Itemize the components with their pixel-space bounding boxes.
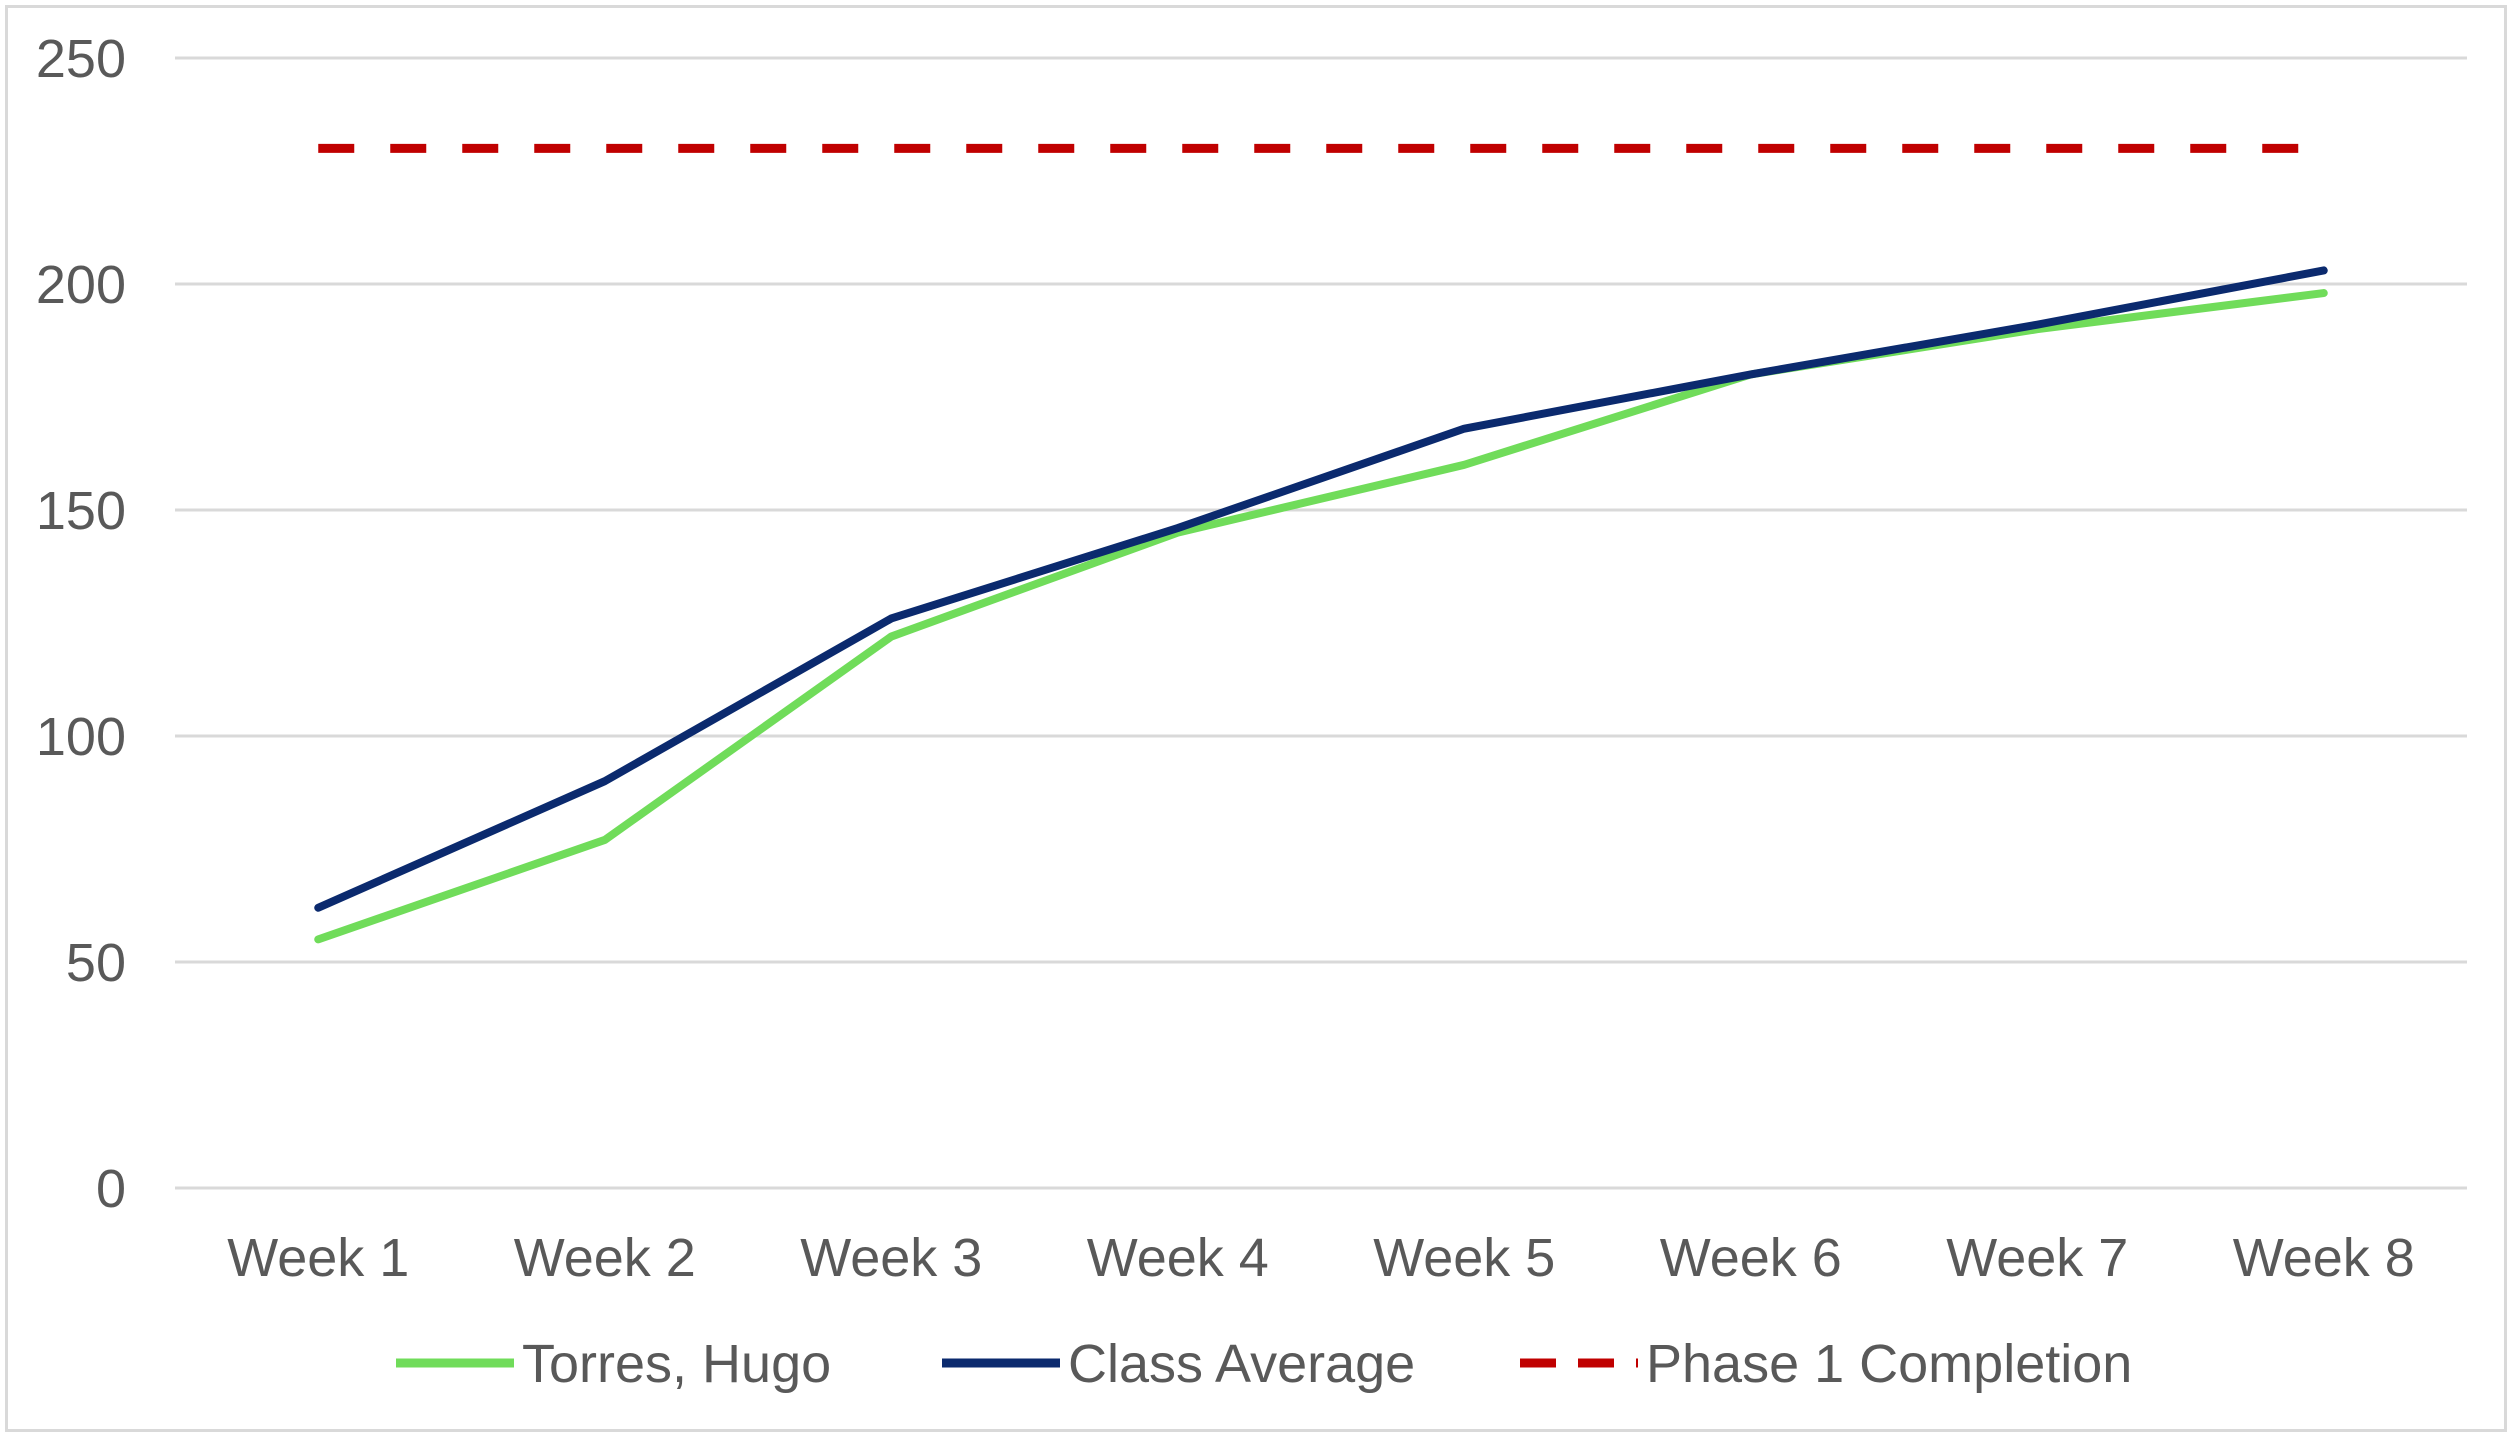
- y-tick-label: 100: [36, 707, 126, 767]
- y-tick-label: 150: [36, 481, 126, 541]
- y-tick-label: 200: [36, 255, 126, 315]
- y-tick-label: 250: [36, 29, 126, 89]
- gridlines: [175, 56, 2467, 1190]
- legend-label: Phase 1 Completion: [1646, 1334, 2132, 1394]
- y-tick-label: 0: [96, 1159, 126, 1219]
- x-tick-label: Week 5: [1373, 1228, 1555, 1288]
- legend-label: Class Average: [1068, 1334, 1415, 1394]
- series-line-class-average: [314, 266, 2328, 912]
- series-line-torres-hugo: [314, 289, 2328, 944]
- x-axis-ticks: Week 1 Week 2 Week 3 Week 4 Week 5 Week 6 Week…: [227, 1228, 2415, 1288]
- legend: Torres, Hugo Class Average Phase 1 Complet…: [396, 1334, 2132, 1394]
- chart-frame: 0 50 100 150 200 250 Week 1 Week 2 Week 3 Week 4…: [5, 5, 2507, 1432]
- y-tick-label: 50: [66, 933, 126, 993]
- x-tick-label: Week 8: [2233, 1228, 2415, 1288]
- legend-label: Torres, Hugo: [522, 1334, 831, 1394]
- series-lines: [314, 143, 2328, 944]
- x-tick-label: Week 7: [1946, 1228, 2128, 1288]
- x-tick-label: Week 2: [514, 1228, 696, 1288]
- x-tick-label: Week 3: [800, 1228, 982, 1288]
- x-tick-label: Week 4: [1087, 1228, 1269, 1288]
- x-tick-label: Week 6: [1660, 1228, 1842, 1288]
- y-axis-ticks: 0 50 100 150 200 250: [36, 29, 126, 1219]
- x-tick-label: Week 1: [227, 1228, 409, 1288]
- line-chart: 0 50 100 150 200 250 Week 1 Week 2 Week 3 Week 4…: [36, 29, 2467, 1394]
